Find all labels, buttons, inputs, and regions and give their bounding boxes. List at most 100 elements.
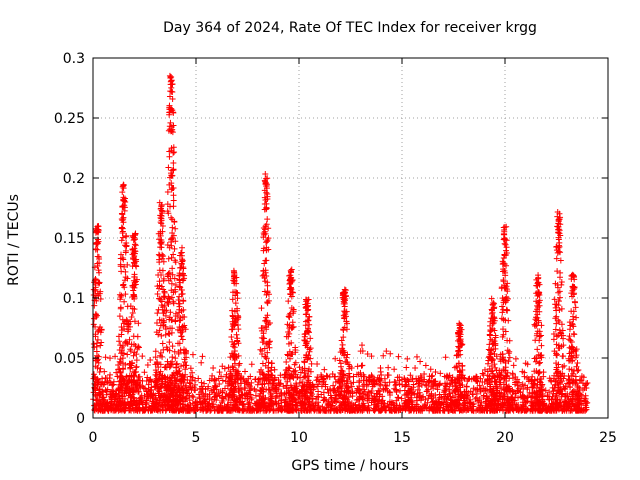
- data-point: [265, 359, 272, 366]
- data-point: [391, 378, 398, 385]
- data-point: [182, 371, 189, 378]
- data-point: [210, 403, 217, 410]
- data-point: [118, 292, 125, 299]
- data-point: [345, 394, 352, 401]
- data-point: [340, 371, 347, 378]
- data-point: [117, 369, 124, 376]
- data-point: [341, 401, 348, 408]
- data-point: [532, 308, 539, 315]
- data-point: [162, 331, 169, 338]
- data-point: [112, 396, 119, 403]
- data-point: [292, 397, 299, 404]
- data-point: [309, 382, 316, 389]
- data-point: [308, 392, 315, 399]
- data-point: [502, 360, 509, 367]
- data-point: [129, 388, 136, 395]
- data-point: [470, 385, 477, 392]
- data-point: [172, 288, 179, 295]
- data-point: [97, 342, 104, 349]
- data-point: [534, 330, 541, 337]
- data-point: [243, 390, 250, 397]
- data-point: [248, 361, 255, 368]
- data-point: [261, 226, 268, 233]
- data-point: [165, 277, 172, 284]
- data-point: [263, 221, 270, 228]
- data-point: [404, 389, 411, 396]
- data-point: [442, 391, 449, 398]
- data-point: [337, 385, 344, 392]
- data-point: [219, 389, 226, 396]
- data-point: [416, 376, 423, 383]
- data-point: [223, 390, 230, 397]
- data-point: [170, 122, 177, 129]
- data-point: [117, 261, 124, 268]
- data-point: [315, 388, 322, 395]
- data-point: [574, 405, 581, 412]
- data-point: [315, 406, 322, 413]
- data-point: [263, 183, 270, 190]
- data-point: [100, 381, 107, 388]
- data-point: [488, 357, 495, 364]
- data-point: [234, 312, 241, 319]
- data-point: [173, 382, 180, 389]
- data-point: [418, 381, 425, 388]
- data-point: [490, 340, 497, 347]
- data-point: [117, 305, 124, 312]
- data-point: [201, 397, 208, 404]
- data-point: [208, 389, 215, 396]
- data-point: [460, 402, 467, 409]
- data-point: [124, 351, 131, 358]
- data-point: [577, 376, 584, 383]
- data-point: [296, 364, 303, 371]
- data-point: [388, 399, 395, 406]
- data-point: [108, 394, 115, 401]
- data-point: [533, 388, 540, 395]
- data-point: [490, 314, 497, 321]
- data-point: [276, 381, 283, 388]
- data-point: [442, 354, 449, 361]
- data-point: [414, 386, 421, 393]
- data-point: [275, 377, 282, 384]
- data-point: [92, 275, 99, 282]
- data-point: [124, 261, 131, 268]
- chart-title: Day 364 of 2024, Rate Of TEC Index for r…: [163, 20, 537, 36]
- data-point: [298, 407, 305, 414]
- data-point: [285, 313, 292, 320]
- data-point: [574, 359, 581, 366]
- data-point: [387, 350, 394, 357]
- data-point: [487, 351, 494, 358]
- data-point: [282, 367, 289, 374]
- data-point: [560, 383, 567, 390]
- data-point: [426, 404, 433, 411]
- data-point: [534, 311, 541, 318]
- data-point: [301, 337, 308, 344]
- data-point: [345, 384, 352, 391]
- data-point: [393, 397, 400, 404]
- data-point: [242, 368, 249, 375]
- data-point: [139, 353, 146, 360]
- data-point: [132, 281, 139, 288]
- data-point: [130, 352, 137, 359]
- data-point: [426, 373, 433, 380]
- data-point: [340, 334, 347, 341]
- data-point: [156, 256, 163, 263]
- data-point: [381, 405, 388, 412]
- data-point: [158, 298, 165, 305]
- data-point: [128, 341, 135, 348]
- data-point: [486, 365, 493, 372]
- data-point: [550, 330, 557, 337]
- data-point: [341, 377, 348, 384]
- data-point: [265, 246, 272, 253]
- data-point: [535, 304, 542, 311]
- data-point: [376, 388, 383, 395]
- data-point: [177, 317, 184, 324]
- data-point: [116, 366, 123, 373]
- data-point: [94, 336, 101, 343]
- data-point: [483, 407, 490, 414]
- data-point: [535, 360, 542, 367]
- data-point: [162, 312, 169, 319]
- data-point: [260, 407, 267, 414]
- data-point: [299, 402, 306, 409]
- data-point: [506, 337, 513, 344]
- data-point: [405, 407, 412, 414]
